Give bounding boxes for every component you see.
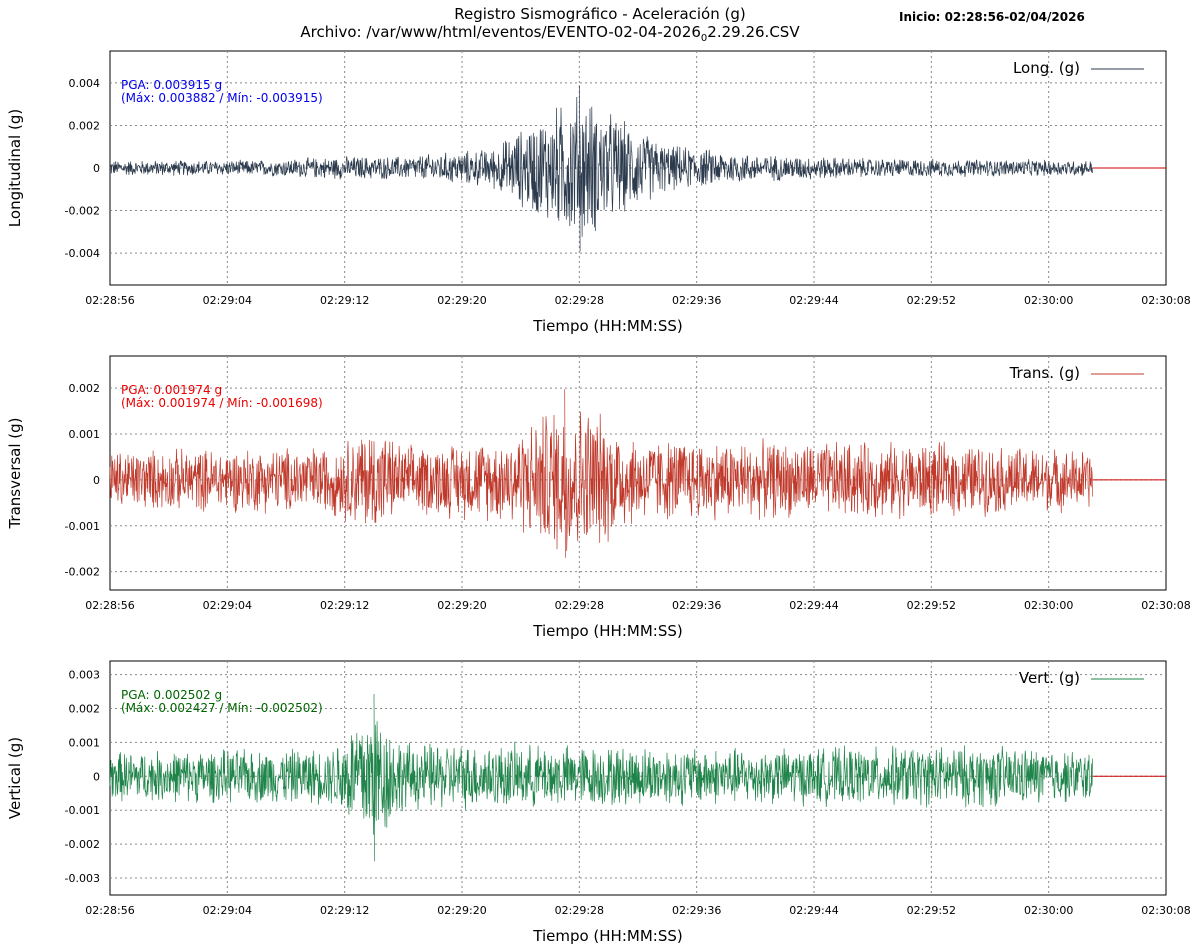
longitudinal-x-tick-label: 02:28:56 <box>85 294 134 307</box>
vertical-y-tick-label: -0.003 <box>65 872 100 885</box>
longitudinal-x-tick-label: 02:29:04 <box>203 294 252 307</box>
longitudinal-x-tick-label: 02:29:52 <box>907 294 956 307</box>
longitudinal-y-tick-label: 0.002 <box>69 119 101 132</box>
transversal-legend-label: Trans. (g) <box>1009 364 1080 382</box>
longitudinal-x-tick-label: 02:30:08 <box>1141 294 1190 307</box>
transversal-range-label: (Máx: 0.001974 / Mín: -0.001698) <box>121 396 323 410</box>
vertical-x-tick-label: 02:29:36 <box>672 904 721 917</box>
vertical-range-label: (Máx: 0.002427 / Mín: -0.002502) <box>121 701 323 715</box>
vertical-y-tick-label: 0.002 <box>69 702 101 715</box>
transversal-x-axis-label: Tiempo (HH:MM:SS) <box>532 622 682 640</box>
vertical-y-tick-label: -0.002 <box>65 838 100 851</box>
file-path-suffix: 2.29.26.CSV <box>707 23 800 41</box>
longitudinal-legend-label: Long. (g) <box>1013 59 1080 77</box>
file-path-subscript: 0 <box>700 33 708 44</box>
vertical-pga-label: PGA: 0.002502 g <box>121 688 222 702</box>
longitudinal-y-tick-label: -0.002 <box>65 205 100 218</box>
vertical-legend-label: Vert. (g) <box>1019 669 1080 687</box>
longitudinal-pga-label: PGA: 0.003915 g <box>121 78 222 92</box>
transversal-x-tick-label: 02:29:20 <box>437 599 486 612</box>
longitudinal-x-tick-label: 02:29:20 <box>437 294 486 307</box>
vertical-y-tick-label: -0.001 <box>65 804 100 817</box>
longitudinal-y-tick-label: -0.004 <box>65 247 100 260</box>
vertical-x-tick-label: 02:29:20 <box>437 904 486 917</box>
vertical-x-tick-label: 02:30:00 <box>1024 904 1073 917</box>
transversal-y-tick-label: 0 <box>93 474 100 487</box>
transversal-pga-label: PGA: 0.001974 g <box>121 383 222 397</box>
longitudinal-x-tick-label: 02:29:28 <box>555 294 604 307</box>
longitudinal-y-axis-label: Longitudinal (g) <box>6 109 24 227</box>
transversal-y-tick-label: 0.002 <box>69 382 101 395</box>
vertical-x-tick-label: 02:28:56 <box>85 904 134 917</box>
longitudinal-range-label: (Máx: 0.003882 / Mín: -0.003915) <box>121 91 323 105</box>
longitudinal-x-axis-label: Tiempo (HH:MM:SS) <box>532 317 682 335</box>
vertical-waveform <box>109 693 1093 862</box>
transversal-x-tick-label: 02:29:28 <box>555 599 604 612</box>
longitudinal-x-tick-label: 02:30:00 <box>1024 294 1073 307</box>
chart-title: Registro Sismográfico - Aceleración (g) <box>454 5 746 23</box>
transversal-y-axis-label: Transversal (g) <box>6 417 24 529</box>
vertical-y-tick-label: 0.003 <box>69 669 101 682</box>
longitudinal-x-tick-label: 02:29:44 <box>789 294 838 307</box>
longitudinal-y-tick-label: 0.004 <box>69 77 101 90</box>
transversal-x-tick-label: 02:29:44 <box>789 599 838 612</box>
vertical-chart: 0.003 0.002 0.001 0 -0.001 -0.002 -0.003 02:28:… <box>6 660 1191 945</box>
transversal-y-tick-label: -0.002 <box>65 566 100 579</box>
transversal-x-tick-label: 02:28:56 <box>85 599 134 612</box>
file-path: Archivo: /var/www/html/eventos/EVENTO-02… <box>0 23 1150 48</box>
vertical-x-tick-label: 02:29:28 <box>555 904 604 917</box>
transversal-waveform <box>109 389 1093 558</box>
vertical-y-axis-label: Vertical (g) <box>6 737 24 819</box>
vertical-x-tick-label: 02:29:12 <box>320 904 369 917</box>
vertical-y-tick-label: 0.001 <box>69 736 101 749</box>
longitudinal-x-tick-label: 02:29:12 <box>320 294 369 307</box>
transversal-x-tick-label: 02:29:04 <box>203 599 252 612</box>
start-time-label: Inicio: 02:28:56-02/04/2026 <box>899 10 1085 24</box>
vertical-y-tick-label: 0 <box>93 770 100 783</box>
transversal-x-tick-label: 02:30:08 <box>1141 599 1190 612</box>
transversal-x-tick-label: 02:29:12 <box>320 599 369 612</box>
longitudinal-chart: 0.004 0.002 0 -0.002 -0.004 02:28:56 02:29:04 0… <box>6 50 1191 335</box>
vertical-x-axis-label: Tiempo (HH:MM:SS) <box>532 927 682 945</box>
longitudinal-x-tick-label: 02:29:36 <box>672 294 721 307</box>
transversal-y-tick-label: 0.001 <box>69 428 101 441</box>
vertical-x-tick-label: 02:29:52 <box>907 904 956 917</box>
transversal-y-tick-label: -0.001 <box>65 520 100 533</box>
longitudinal-waveform <box>109 85 1093 252</box>
file-path-prefix: Archivo: /var/www/html/eventos/EVENTO-02… <box>300 23 701 41</box>
vertical-x-tick-label: 02:29:44 <box>789 904 838 917</box>
transversal-x-tick-label: 02:29:52 <box>907 599 956 612</box>
transversal-x-tick-label: 02:30:00 <box>1024 599 1073 612</box>
chart-title-block: Registro Sismográfico - Aceleración (g) … <box>0 5 1200 48</box>
longitudinal-y-tick-label: 0 <box>93 162 100 175</box>
transversal-chart: 0.002 0.001 0 -0.001 -0.002 02:28:56 02:29:04 0… <box>6 355 1191 640</box>
vertical-x-tick-label: 02:29:04 <box>203 904 252 917</box>
vertical-x-tick-label: 02:30:08 <box>1141 904 1190 917</box>
transversal-x-tick-label: 02:29:36 <box>672 599 721 612</box>
